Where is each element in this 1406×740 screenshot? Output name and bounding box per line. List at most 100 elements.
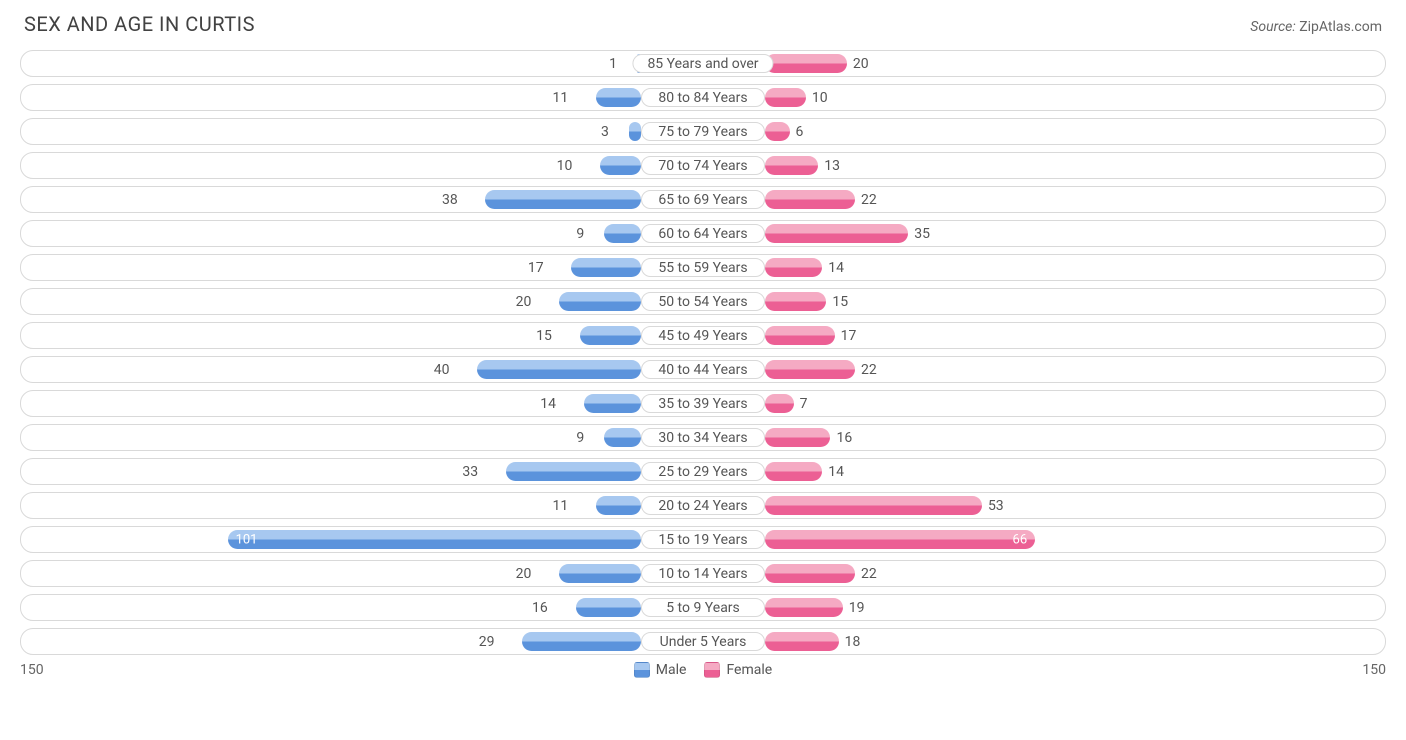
female-half: 14 [765, 258, 1379, 277]
female-half: 6 [765, 122, 1379, 141]
male-bar [596, 496, 641, 515]
female-value: 17 [835, 328, 857, 344]
pyramid-row: 202210 to 14 Years [20, 560, 1386, 587]
male-half: 17 [27, 258, 641, 277]
chart-header: SEX AND AGE IN CURTIS Source: ZipAtlas.c… [20, 12, 1386, 36]
female-bar [765, 598, 843, 617]
female-bar [765, 258, 822, 277]
male-value: 101 [228, 532, 258, 547]
male-half: 20 [27, 292, 641, 311]
population-pyramid: 12085 Years and over111080 to 84 Years36… [20, 50, 1386, 655]
female-value: 53 [982, 498, 1004, 514]
age-category-label: 35 to 39 Years [641, 394, 765, 413]
male-value: 20 [516, 294, 538, 310]
male-bar [571, 258, 641, 277]
female-bar [765, 292, 826, 311]
pyramid-row: 151745 to 49 Years [20, 322, 1386, 349]
source-value: ZipAtlas.com [1299, 19, 1382, 35]
legend-item-male: Male [634, 662, 687, 678]
female-value: 66 [1013, 532, 1036, 547]
female-bar [765, 360, 855, 379]
age-category-label: 40 to 44 Years [641, 360, 765, 379]
female-value: 22 [855, 566, 877, 582]
male-bar [600, 156, 641, 175]
male-value: 3 [601, 124, 615, 140]
male-value: 11 [552, 90, 574, 106]
legend-swatch-male [634, 662, 650, 678]
female-value: 19 [843, 600, 865, 616]
male-value: 11 [552, 498, 574, 514]
male-half: 10 [27, 156, 641, 175]
male-value: 38 [442, 192, 464, 208]
legend-swatch-female [704, 662, 720, 678]
pyramid-row: 2918Under 5 Years [20, 628, 1386, 655]
pyramid-row: 40 2240 to 44 Years [20, 356, 1386, 383]
male-half: 1 [27, 54, 641, 73]
female-bar [765, 496, 982, 515]
male-value: 1 [609, 56, 623, 72]
female-value: 18 [839, 634, 861, 650]
male-half: 16 [27, 598, 641, 617]
age-category-label: 65 to 69 Years [641, 190, 765, 209]
age-category-label: 15 to 19 Years [641, 530, 765, 549]
pyramid-row: 101 66 15 to 19 Years [20, 526, 1386, 553]
axis-max-right: 150 [1326, 662, 1386, 678]
male-value: 10 [557, 158, 579, 174]
age-category-label: 75 to 79 Years [641, 122, 765, 141]
female-value: 14 [822, 464, 844, 480]
legend-label-male: Male [656, 662, 687, 678]
female-bar [765, 326, 835, 345]
male-bar [596, 88, 641, 107]
male-value: 33 [462, 464, 484, 480]
pyramid-row: 93560 to 64 Years [20, 220, 1386, 247]
male-value: 14 [540, 396, 562, 412]
female-value: 6 [790, 124, 804, 140]
pyramid-row: 101370 to 74 Years [20, 152, 1386, 179]
female-half: 15 [765, 292, 1379, 311]
age-category-label: 30 to 34 Years [641, 428, 765, 447]
female-half: 20 [765, 54, 1379, 73]
male-bar [228, 530, 641, 549]
female-bar [765, 156, 818, 175]
female-value: 7 [794, 396, 808, 412]
male-bar [584, 394, 641, 413]
chart-source: Source: ZipAtlas.com [1250, 19, 1382, 35]
male-value: 16 [532, 600, 554, 616]
male-half: 38 [27, 190, 641, 209]
female-bar [765, 54, 847, 73]
pyramid-row: 12085 Years and over [20, 50, 1386, 77]
male-bar [477, 360, 641, 379]
female-half: 66 [765, 530, 1379, 549]
male-half: 40 [27, 360, 641, 379]
female-half: 35 [765, 224, 1379, 243]
age-category-label: 55 to 59 Years [641, 258, 765, 277]
male-value: 29 [479, 634, 501, 650]
female-bar [765, 88, 806, 107]
female-bar [765, 122, 790, 141]
pyramid-row: 201550 to 54 Years [20, 288, 1386, 315]
male-bar [604, 428, 641, 447]
male-half: 101 [27, 530, 641, 549]
age-category-label: 60 to 64 Years [641, 224, 765, 243]
male-bar [576, 598, 641, 617]
female-half: 18 [765, 632, 1379, 651]
male-half: 15 [27, 326, 641, 345]
male-half: 11 [27, 496, 641, 515]
age-category-label: 5 to 9 Years [641, 598, 765, 617]
female-half: 17 [765, 326, 1379, 345]
age-category-label: 10 to 14 Years [641, 564, 765, 583]
male-bar [506, 462, 641, 481]
age-category-label: 70 to 74 Years [641, 156, 765, 175]
pyramid-row: 91630 to 34 Years [20, 424, 1386, 451]
male-value: 15 [536, 328, 558, 344]
female-value: 10 [806, 90, 828, 106]
female-bar [765, 224, 908, 243]
female-value: 15 [826, 294, 848, 310]
male-half: 33 [27, 462, 641, 481]
female-half: 10 [765, 88, 1379, 107]
legend-label-female: Female [726, 662, 772, 678]
female-half: 22 [765, 564, 1379, 583]
female-value: 35 [908, 226, 930, 242]
female-half: 22 [765, 360, 1379, 379]
female-bar [765, 394, 794, 413]
